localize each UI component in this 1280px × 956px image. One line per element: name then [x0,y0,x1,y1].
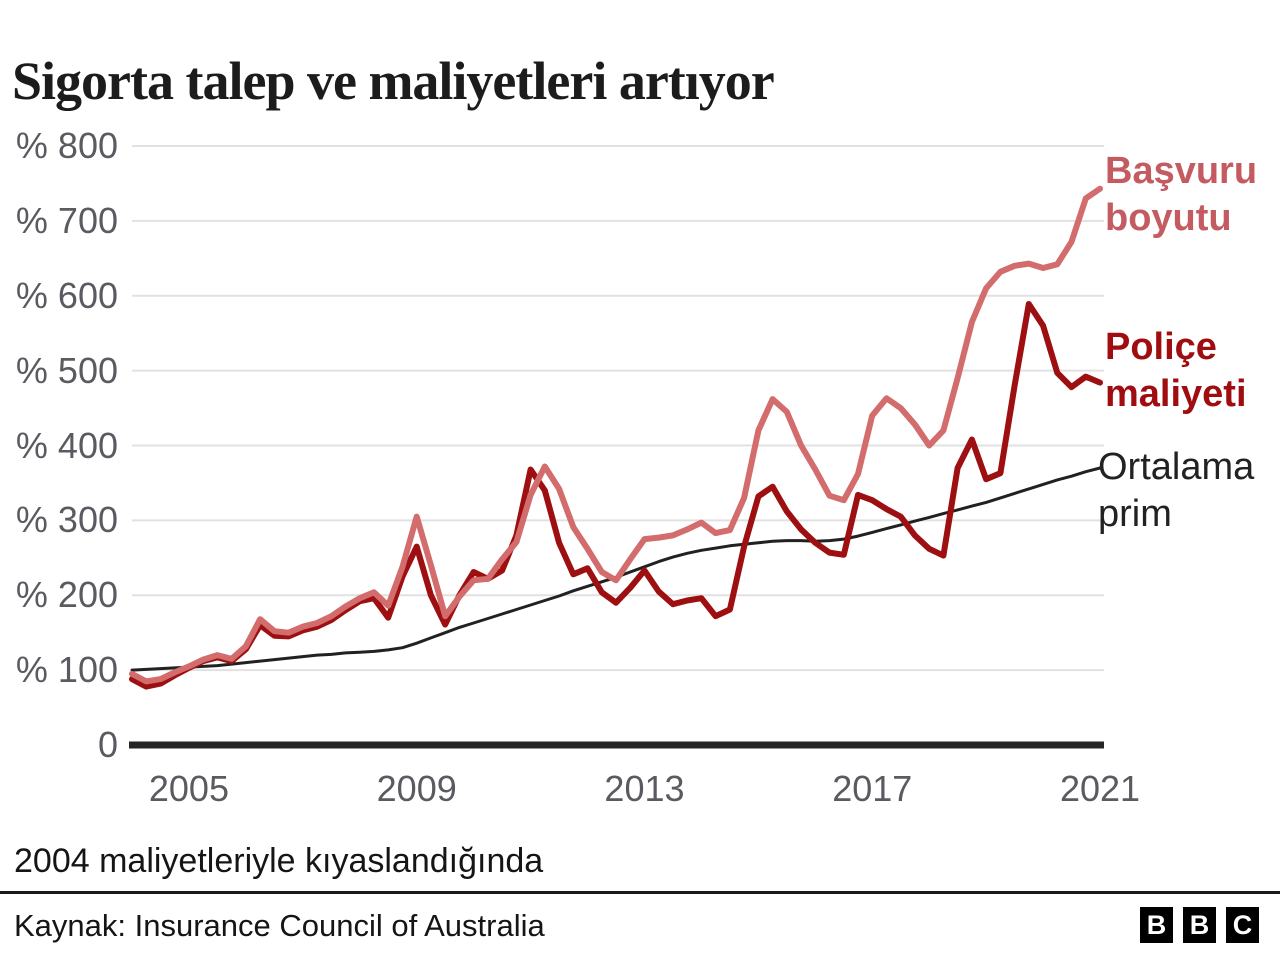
chart-title: Sigorta talep ve maliyetleri artıyor [12,51,775,112]
bbc-logo-block: B [1183,907,1216,943]
series-label-basvuru-boyutu: Başvuru boyutu [1105,148,1257,242]
x-tick-label: 2013 [604,768,685,809]
series-label-line: Ortalama [1098,446,1255,488]
y-tick-label: % 700 [15,199,118,241]
bbc-logo-block: C [1226,907,1259,943]
series-label-line: Başvuru [1105,150,1258,192]
bbc-logo-block: B [1140,907,1173,943]
y-tick-label: % 300 [15,499,118,541]
y-tick-label: % 600 [15,274,118,316]
bbc-logo: B B C [1140,907,1259,943]
series-label-line: prim [1098,493,1172,535]
y-tick-label: % 500 [15,349,118,391]
x-tick-label: 2005 [148,768,229,809]
line-poli-e-maliyeti [129,301,1103,690]
series-label-line: maliyeti [1105,373,1247,415]
chart-footnote: 2004 maliyetleriyle kıyaslandığında [14,842,544,880]
y-tick-label: % 800 [15,125,118,166]
series-label-ortalama-prim: Ortalama prim [1098,444,1254,538]
series-label-police-maliyeti: Poliçe maliyeti [1105,324,1247,418]
y-tick-label: % 400 [15,424,118,466]
source-caption: Kaynak: Insurance Council of Australia [14,908,545,943]
y-tick-label: % 100 [15,649,118,691]
y-tick-label: 0 [97,724,118,765]
line-ba-vuru-boyutu [129,185,1103,685]
series-label-line: boyutu [1105,197,1232,239]
x-tick-label: 2009 [376,768,457,809]
footer-divider [0,891,1280,894]
x-tick-label: 2017 [832,768,913,809]
series-label-line: Poliçe [1105,326,1217,368]
x-tick-label: 2021 [1059,768,1141,809]
y-tick-label: % 200 [15,574,118,616]
